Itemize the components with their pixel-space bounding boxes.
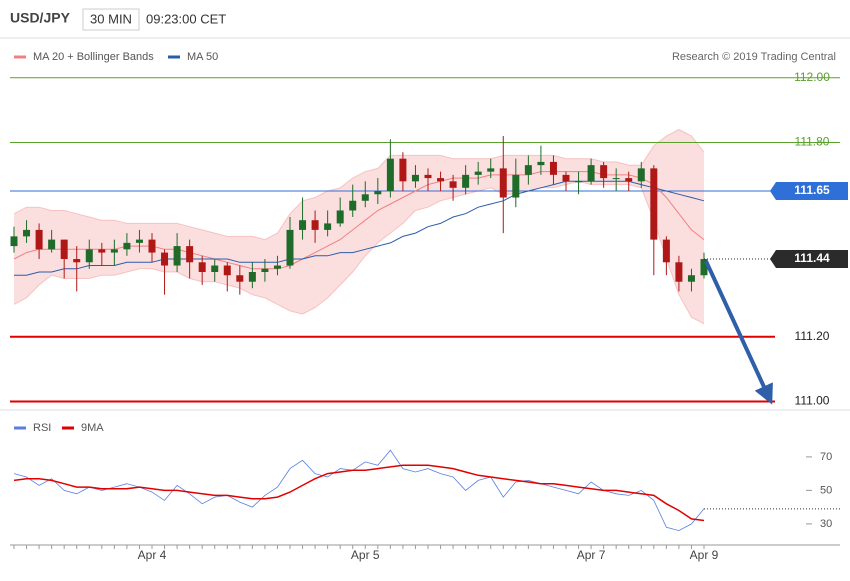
candle-body xyxy=(286,229,294,266)
candle-body xyxy=(437,178,445,182)
last-price-label: 111.44 xyxy=(794,251,830,265)
x-tick-label: Apr 9 xyxy=(690,548,719,562)
level-label: 111.00 xyxy=(795,394,830,408)
candle-body xyxy=(73,259,81,263)
candle-body xyxy=(186,246,194,263)
candle-body xyxy=(549,161,557,175)
candle-body xyxy=(10,236,18,247)
last-price-box xyxy=(770,250,848,269)
level-label: 111.20 xyxy=(795,329,830,343)
candle-body xyxy=(273,265,281,269)
candle-body xyxy=(424,174,432,179)
candle-body xyxy=(411,174,419,182)
candle-body xyxy=(324,223,332,230)
candle-body xyxy=(637,168,645,182)
candle-body xyxy=(499,168,507,198)
candle-body xyxy=(123,242,131,250)
symbol: USD/JPY xyxy=(10,10,71,26)
candle-body xyxy=(135,239,143,243)
y-tick-label: 50 xyxy=(820,484,832,496)
candle-body xyxy=(625,178,633,182)
candle-body xyxy=(537,161,545,166)
candle-body xyxy=(512,174,520,198)
candle-body xyxy=(575,181,583,183)
candle-body xyxy=(110,249,118,253)
candle-body xyxy=(23,229,31,237)
time: 09:23:00 CET xyxy=(146,11,226,26)
candle-body xyxy=(299,220,307,230)
candle-body xyxy=(248,272,256,282)
bollinger-lower xyxy=(13,180,705,325)
level-label: 112.00 xyxy=(794,70,830,84)
candle-body xyxy=(374,191,382,195)
candle-body xyxy=(35,229,43,250)
candle-body xyxy=(336,210,344,224)
candle-body xyxy=(198,262,206,272)
candle-body xyxy=(236,275,244,282)
rsi-line xyxy=(13,464,705,522)
candle-body xyxy=(85,249,93,263)
y-tick-label: 30 xyxy=(820,518,832,530)
candle-body xyxy=(524,165,532,175)
candle-body xyxy=(223,265,231,276)
candle-body xyxy=(98,249,106,253)
candle-body xyxy=(361,194,369,201)
candle-body xyxy=(462,174,470,188)
x-tick-label: Apr 4 xyxy=(138,548,167,562)
candle-body xyxy=(650,168,658,240)
candle-body xyxy=(449,181,457,188)
candle-body xyxy=(474,171,482,175)
bollinger-fill xyxy=(14,129,704,324)
candle-body xyxy=(700,259,708,276)
level-label: 111.80 xyxy=(795,135,830,149)
candle-body xyxy=(662,239,670,263)
interval: 30 MIN xyxy=(90,11,132,26)
rsi-line xyxy=(13,449,705,532)
legend-label: 9MA xyxy=(81,422,104,434)
interval-box xyxy=(82,8,140,31)
candle-body xyxy=(161,252,169,266)
candle-body xyxy=(399,158,407,182)
legend-label: MA 20 + Bollinger Bands xyxy=(33,51,154,63)
bollinger-upper xyxy=(13,128,705,241)
candle-body xyxy=(211,265,219,272)
x-tick-label: Apr 7 xyxy=(577,548,606,562)
candle-body xyxy=(587,165,595,182)
candle-body xyxy=(675,262,683,282)
candle-body xyxy=(562,174,570,182)
candle-body xyxy=(311,220,319,230)
candle-body xyxy=(612,178,620,180)
y-tick-label: 70 xyxy=(820,451,832,463)
projection-arrow xyxy=(704,260,773,405)
x-tick-label: Apr 5 xyxy=(351,548,380,562)
candle-body xyxy=(48,239,56,250)
candle-body xyxy=(173,246,181,266)
legend-label: MA 50 xyxy=(187,51,218,63)
candle-body xyxy=(600,165,608,179)
level-box xyxy=(770,182,848,201)
candle-body xyxy=(148,239,156,253)
candle-body xyxy=(60,239,68,260)
candle-body xyxy=(349,200,357,211)
candle-body xyxy=(386,158,394,192)
legend-label: RSI xyxy=(33,422,51,434)
candle-body xyxy=(687,275,695,282)
candle-body xyxy=(487,168,495,172)
copyright: Research © 2019 Trading Central xyxy=(672,51,836,63)
candle-body xyxy=(261,268,269,272)
level-label: 111.65 xyxy=(794,183,830,197)
